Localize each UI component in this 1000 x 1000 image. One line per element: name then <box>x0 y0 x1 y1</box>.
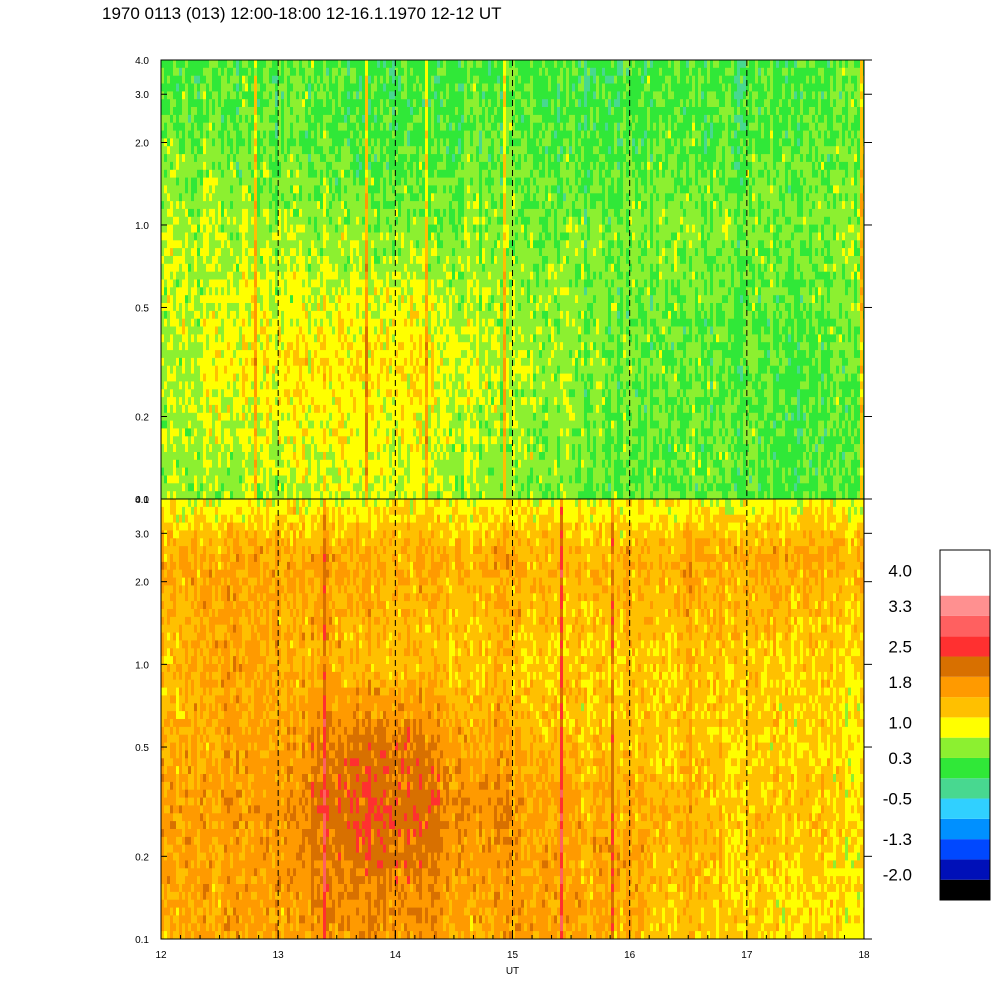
y-tick-label: 0.5 <box>135 303 149 314</box>
colorbar-label: 0.3 <box>888 749 912 768</box>
y-tick-label: 2.0 <box>135 578 149 589</box>
y-tick-label: 3.0 <box>135 529 149 540</box>
y-tick-label: 4.0 <box>135 56 149 67</box>
colorbar-label: -2.0 <box>883 866 912 885</box>
colorbar-band <box>940 757 990 779</box>
y-tick-label: 3.0 <box>135 90 149 101</box>
y-tick-label: 1.0 <box>135 221 149 232</box>
x-tick-label: 13 <box>273 950 285 961</box>
colorbar-band <box>940 595 990 616</box>
colorbar-frame <box>939 549 991 901</box>
x-axis-label: UT <box>506 966 519 977</box>
colorbar-label: 1.0 <box>888 713 912 732</box>
colorbar-label: -0.5 <box>883 790 912 809</box>
colorbar-band <box>940 798 990 819</box>
colorbar-label: 1.8 <box>888 673 912 692</box>
colorbar-band <box>940 636 990 657</box>
colorbar-band <box>940 859 990 880</box>
y-axes: 0.10.20.51.02.03.04.00.10.20.51.02.03.04… <box>135 56 872 946</box>
colorbar-label: 3.3 <box>888 597 912 616</box>
y-tick-label: 0.1 <box>135 495 149 506</box>
y-tick-label: 4.0 <box>135 495 149 506</box>
x-tick-label: 12 <box>155 950 167 961</box>
x-tick-label: 17 <box>741 950 753 961</box>
y-tick-label: 0.2 <box>135 852 149 863</box>
colorbar-band <box>940 615 990 637</box>
colorbar-band <box>940 717 990 738</box>
hour-marker-lines <box>277 60 748 939</box>
x-tick-label: 16 <box>624 950 636 961</box>
y-tick-label: 2.0 <box>135 138 149 149</box>
x-tick-label: 15 <box>507 950 519 961</box>
x-tick-label: 14 <box>390 950 402 961</box>
colorbar-band <box>940 818 990 840</box>
x-axis: 12 13 14 15 16 17 18 UT <box>155 931 870 977</box>
colorbar-band <box>940 839 990 860</box>
colorbar-band <box>940 778 990 799</box>
colorbar-band <box>940 676 990 698</box>
y-tick-label: 1.0 <box>135 660 149 671</box>
colorbar-band <box>940 550 990 596</box>
y-tick-label: 0.1 <box>135 935 149 946</box>
y-tick-label: 0.2 <box>135 413 149 424</box>
y-tick-label: 0.5 <box>135 743 149 754</box>
colorbar-band <box>940 656 990 677</box>
x-tick-label: 18 <box>858 950 870 961</box>
colorbar-label: -1.3 <box>883 830 912 849</box>
chart-title: 1970 0113 (013) 12:00-18:00 12-16.1.1970… <box>102 4 502 23</box>
colorbar-band <box>940 697 990 718</box>
upper-spectrogram-panel <box>161 60 864 499</box>
colorbar-band <box>940 737 990 758</box>
colorbar-band <box>940 879 990 900</box>
colorbar-label: 4.0 <box>888 561 912 580</box>
colorbar: 4.0 3.3 2.5 1.8 1.0 0.3 -0.5 -1.3 -2.0 <box>883 549 991 901</box>
colorbar-label: 2.5 <box>888 637 912 656</box>
lower-spectrogram-panel <box>161 499 864 939</box>
